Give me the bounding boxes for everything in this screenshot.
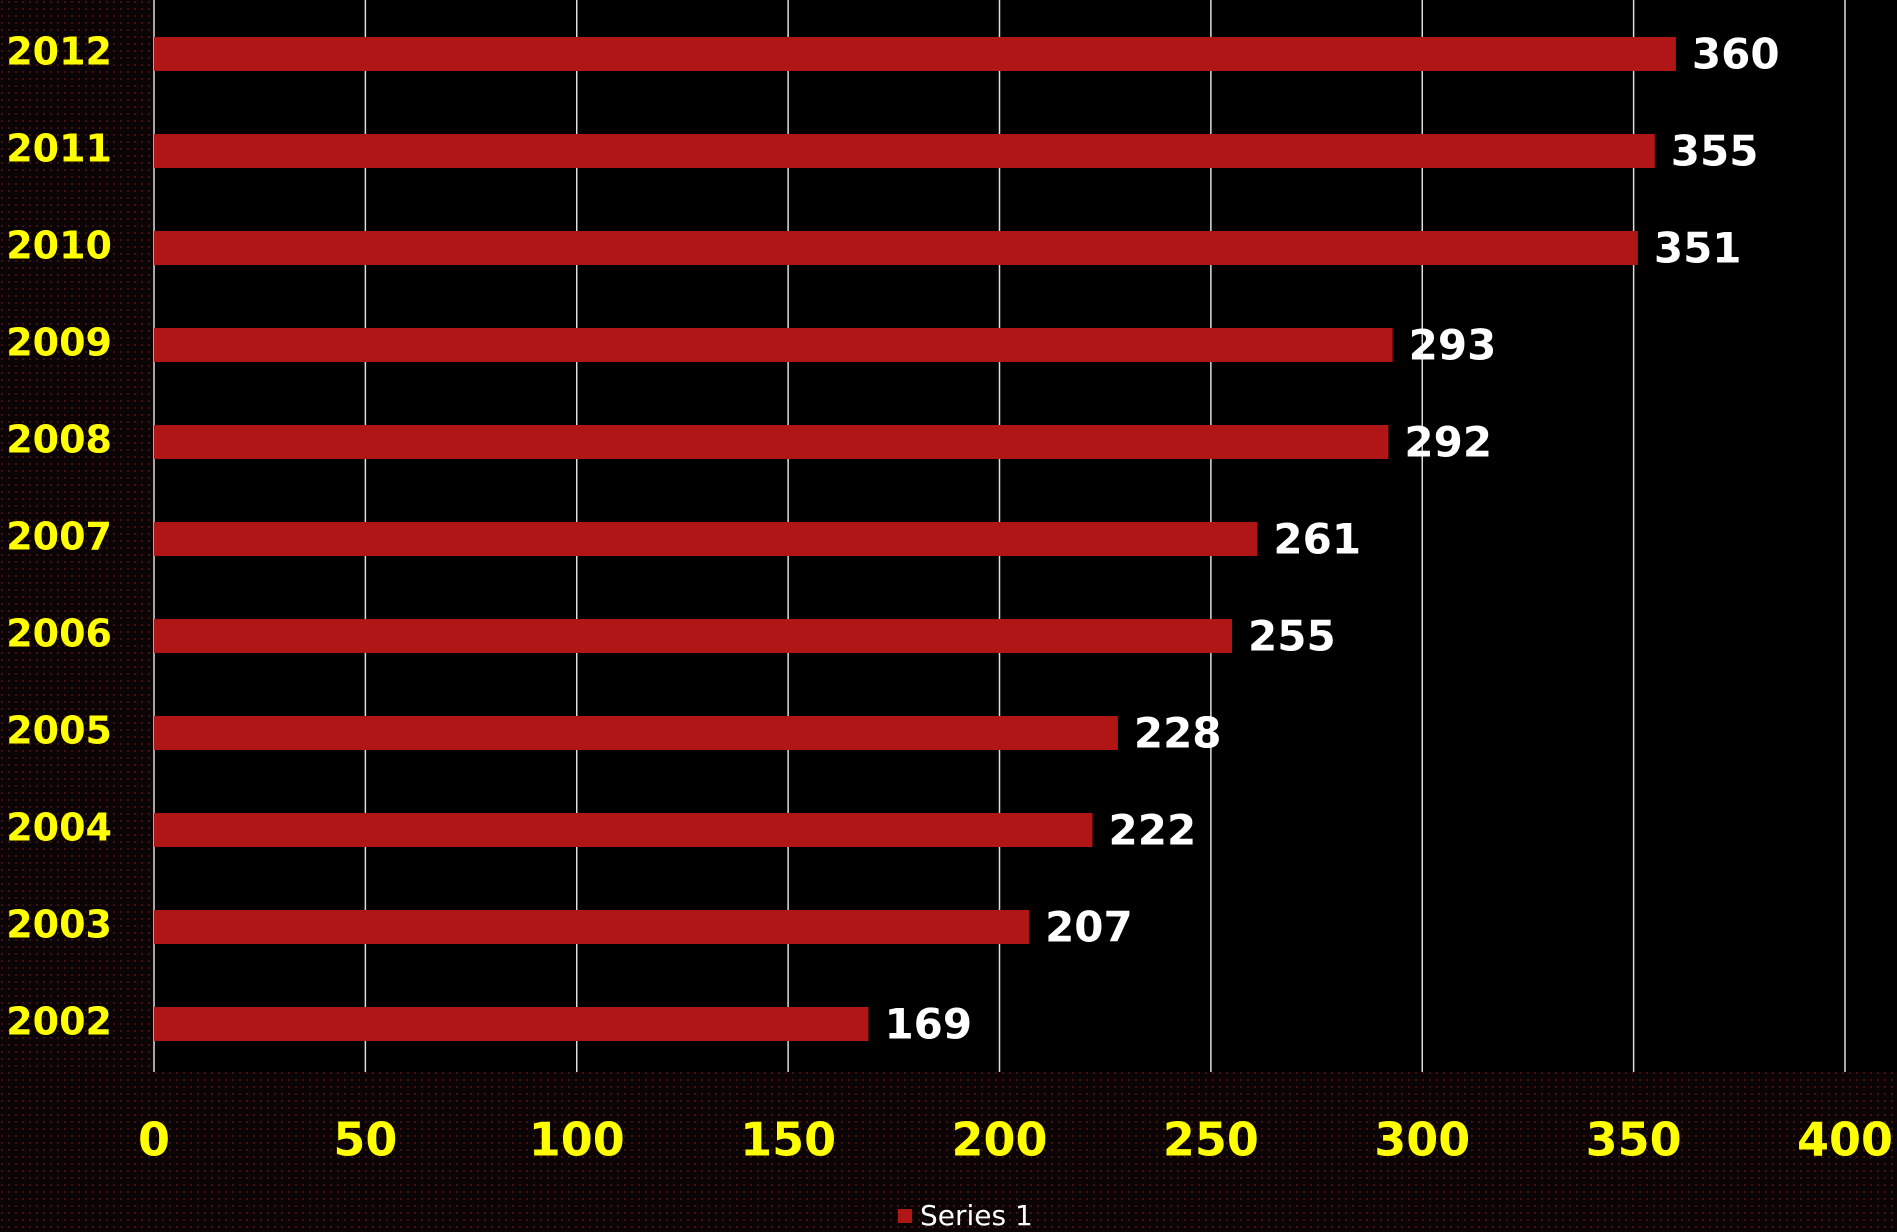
x-tick-label: 400: [1797, 1113, 1893, 1167]
bar: [154, 619, 1233, 653]
x-tick-label: 50: [333, 1113, 397, 1167]
bar: [154, 134, 1655, 168]
value-label: 169: [884, 1000, 972, 1049]
value-label: 207: [1045, 903, 1133, 952]
y-tick-label: 2010: [6, 224, 112, 268]
value-label: 261: [1273, 515, 1361, 564]
y-tick-label: 2002: [6, 1000, 112, 1044]
x-tick-label: 0: [138, 1113, 170, 1167]
y-tick-label: 2006: [6, 612, 112, 656]
bar: [154, 328, 1393, 362]
y-tick-label: 2008: [6, 418, 112, 462]
y-tick-label: 2003: [6, 903, 112, 947]
x-tick-label: 350: [1586, 1113, 1682, 1167]
bar: [154, 37, 1676, 71]
value-label: 355: [1671, 127, 1759, 176]
y-tick-label: 2007: [6, 515, 112, 559]
bar: [154, 910, 1030, 944]
value-label: 293: [1409, 321, 1497, 370]
legend-label: Series 1: [920, 1199, 1033, 1232]
value-label: 222: [1109, 806, 1197, 855]
y-tick-label: 2009: [6, 321, 112, 365]
y-tick-label: 2012: [6, 30, 112, 74]
x-tick-label: 100: [529, 1113, 625, 1167]
y-tick-label: 2005: [6, 709, 112, 753]
legend-swatch: [898, 1209, 912, 1223]
x-tick-label: 300: [1374, 1113, 1470, 1167]
value-label: 360: [1692, 30, 1780, 79]
bar: [154, 522, 1258, 556]
x-tick-label: 250: [1163, 1113, 1259, 1167]
value-label: 292: [1404, 418, 1492, 467]
bar: [154, 1007, 869, 1041]
y-tick-label: 2011: [6, 127, 112, 171]
value-label: 351: [1654, 224, 1742, 273]
x-tick-label: 150: [740, 1113, 836, 1167]
x-tick-label: 200: [951, 1113, 1047, 1167]
value-label: 228: [1134, 709, 1222, 758]
y-tick-label: 2004: [6, 806, 112, 850]
bar: [154, 425, 1389, 459]
bar: [154, 813, 1093, 847]
value-label: 255: [1248, 612, 1336, 661]
bar: [154, 716, 1118, 750]
bar: [154, 231, 1638, 265]
